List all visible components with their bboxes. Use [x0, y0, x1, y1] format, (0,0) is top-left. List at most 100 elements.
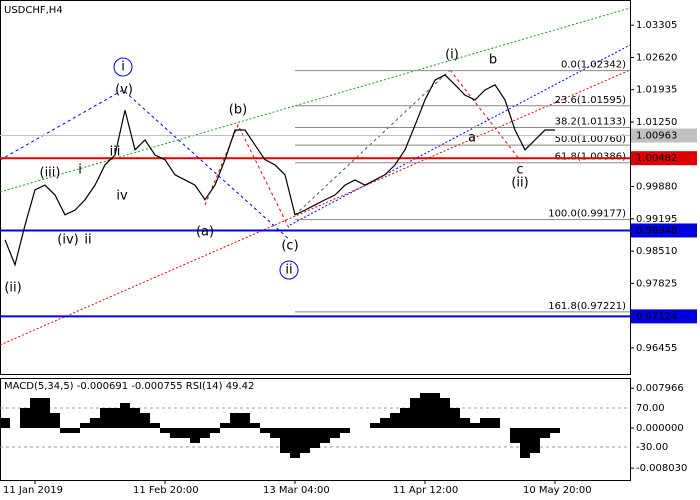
- price-level-label: 1.00482: [636, 153, 677, 164]
- wave-circle: [279, 260, 299, 280]
- rsi-tick-label: 70.00: [636, 403, 665, 414]
- macd-bar: [380, 418, 390, 428]
- macd-bar: [110, 408, 120, 428]
- trend-line: [0, 7, 631, 193]
- price-box: [631, 309, 697, 324]
- y-tick-label: 1.02620: [636, 52, 677, 63]
- macd-bar: [430, 393, 440, 428]
- macd-bar: [440, 398, 450, 428]
- wave-label: (i): [445, 48, 459, 63]
- macd-bar: [240, 413, 250, 428]
- macd-bar: [310, 428, 320, 448]
- macd-bar: [530, 428, 540, 453]
- macd-bar: [80, 423, 90, 428]
- wave-label: a: [468, 131, 476, 146]
- macd-bar: [390, 413, 400, 428]
- fib-label: 0.0(1.02342): [561, 60, 626, 71]
- macd-bar: [330, 428, 340, 438]
- price-level-label: 1.00963: [636, 131, 677, 142]
- fib-label: 50.0(1.00760): [555, 134, 627, 145]
- price-box: [631, 151, 697, 166]
- macd-bar: [0, 418, 10, 428]
- wave-label: (b): [229, 103, 247, 118]
- macd-bar: [410, 398, 420, 428]
- macd-bar: [520, 428, 530, 458]
- wave-label: (iii): [40, 166, 61, 181]
- macd-bar: [550, 428, 560, 433]
- macd-bar: [290, 428, 300, 458]
- macd-bar: [280, 428, 290, 453]
- macd-bar: [220, 423, 230, 428]
- trend-line: [0, 69, 631, 346]
- macd-bar: [400, 408, 410, 428]
- wave-label: (ii): [4, 281, 21, 296]
- wave-label: ii: [84, 233, 91, 248]
- macd-bar: [180, 428, 190, 438]
- x-tick-label: 13 Mar 04:00: [263, 485, 330, 496]
- wave-line: [449, 69, 521, 161]
- indicator-title: MACD(5,34,5) -0.000691 -0.000755 RSI(14)…: [4, 381, 254, 392]
- x-tick-label: 11 Apr 12:00: [393, 485, 458, 496]
- wave-label: i: [78, 163, 82, 178]
- macd-bar: [470, 423, 480, 428]
- macd-bar: [540, 428, 550, 438]
- macd-bar: [50, 413, 60, 428]
- wave-label: ii: [285, 263, 292, 278]
- macd-bar: [120, 403, 130, 428]
- macd-bar: [450, 408, 460, 428]
- symbol-title: USDCHF,H4: [4, 5, 63, 16]
- macd-bar: [320, 428, 330, 443]
- price-level-label: 0.97124: [636, 311, 677, 322]
- macd-bar: [490, 418, 500, 428]
- wave-label: iii: [110, 145, 121, 160]
- macd-bar: [370, 423, 380, 428]
- macd-bar: [270, 428, 280, 438]
- macd-bar: [130, 408, 140, 428]
- price-line: [4, 74, 555, 267]
- x-tick-label: 10 May 20:00: [523, 485, 592, 496]
- macd-bar: [210, 428, 220, 433]
- wave-label: iv: [116, 189, 128, 204]
- y-tick-label: 0.98510: [636, 246, 677, 257]
- macd-bar: [200, 428, 210, 438]
- fib-label: 161.8(0.97221): [548, 301, 626, 312]
- macd-bar: [340, 428, 350, 433]
- macd-bar: [300, 428, 310, 453]
- wave-label: (v): [115, 83, 133, 98]
- rsi-tick-label: -30.00: [636, 442, 668, 453]
- fib-label: 38.2(1.01133): [555, 117, 627, 128]
- macd-bar: [150, 423, 160, 428]
- fib-line: [294, 69, 451, 216]
- fib-label: 100.0(0.99177): [548, 209, 626, 220]
- indicator-tick-label: -0.008030: [636, 463, 687, 474]
- macd-bar: [140, 413, 150, 428]
- y-tick-label: 0.96455: [636, 343, 677, 354]
- y-tick-label: 0.99880: [636, 182, 677, 193]
- price-panel: [0, 0, 631, 375]
- y-tick-label: 1.01935: [636, 85, 677, 96]
- wave-circle: [113, 57, 133, 77]
- macd-bar: [510, 428, 520, 443]
- macd-bar: [420, 393, 430, 428]
- wave-line: [204, 123, 291, 231]
- x-tick-label: 11 Feb 20:00: [133, 485, 199, 496]
- wave-label: c: [516, 163, 523, 178]
- y-tick-label: 1.03305: [636, 20, 677, 31]
- macd-bar: [70, 428, 80, 433]
- macd-bar: [460, 418, 470, 428]
- macd-bar: [170, 428, 180, 438]
- y-tick-label: 1.01250: [636, 117, 677, 128]
- indicator-panel: [0, 378, 631, 481]
- price-box: [631, 223, 697, 238]
- price-box: [631, 128, 697, 143]
- y-tick-label: 0.99195: [636, 214, 677, 225]
- wave-label: b: [489, 53, 497, 68]
- x-tick-label: 11 Jan 2019: [3, 485, 63, 496]
- macd-bar: [260, 428, 270, 433]
- macd-bar: [190, 428, 200, 443]
- price-level-label: 0.98948: [636, 225, 677, 236]
- macd-bar: [30, 398, 40, 428]
- macd-bar: [90, 418, 100, 428]
- macd-bar: [230, 413, 240, 428]
